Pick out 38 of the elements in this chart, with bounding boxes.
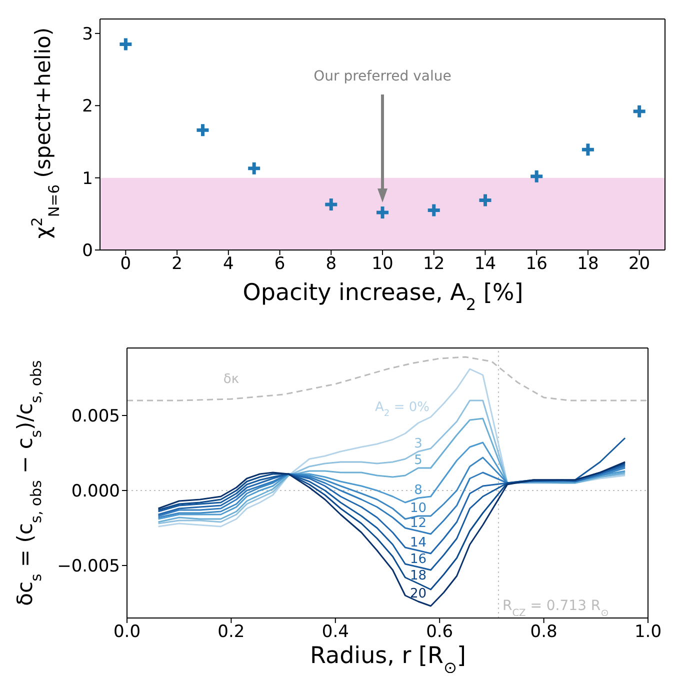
series-label: 18 [410, 568, 427, 584]
x-tick-label: 0.6 [426, 622, 454, 642]
y-tick-label: 0.005 [71, 406, 120, 427]
series-label: δκ [223, 372, 240, 387]
y-tick-label: 2 [82, 96, 93, 117]
x-tick-label: 0.8 [530, 622, 558, 642]
x-tick-label: 18 [577, 254, 599, 274]
x-tick-label: 16 [526, 254, 548, 274]
series-label: 14 [410, 536, 427, 550]
x-tick-label: 20 [628, 254, 650, 274]
series-label: 5 [414, 453, 422, 468]
y-tick-label: −0.005 [57, 556, 120, 577]
ref-line-label: R$_{CZ}$ = 0.713 R$_{⊙}$ [502, 598, 609, 618]
x-tick-label: 0.2 [218, 622, 245, 642]
series-label: A$_{2}$ = 0% [374, 400, 430, 419]
x-tick-label: 4 [222, 254, 234, 274]
x-axis-title: Opacity increase, A$_{2}$ [%] [242, 280, 524, 314]
annotation: Our preferred value [314, 68, 452, 84]
x-tick-label: 0.0 [113, 622, 141, 642]
x-tick-label: 2 [172, 254, 182, 274]
series-label: 10 [410, 501, 427, 516]
x-tick-label: 0.4 [322, 622, 349, 642]
series-label: 12 [410, 516, 427, 531]
y-tick-label: 3 [82, 24, 93, 44]
y-tick-label: 0 [82, 241, 93, 262]
series-label: 8 [414, 483, 422, 498]
x-tick-label: 14 [474, 254, 496, 274]
x-axis-title: Radius, r [R$_{⊙}$] [310, 643, 466, 676]
series-label: 20 [410, 586, 427, 602]
x-tick-label: 10 [372, 254, 394, 274]
y-tick-label: 0.000 [71, 482, 120, 502]
x-tick-label: 8 [326, 254, 337, 274]
series-label: 3 [414, 436, 422, 452]
series-label: 16 [410, 552, 427, 567]
x-tick-label: 12 [423, 254, 445, 274]
x-tick-label: 1.0 [634, 622, 662, 642]
x-tick-label: 6 [274, 254, 286, 274]
y-tick-label: 1 [82, 168, 93, 189]
